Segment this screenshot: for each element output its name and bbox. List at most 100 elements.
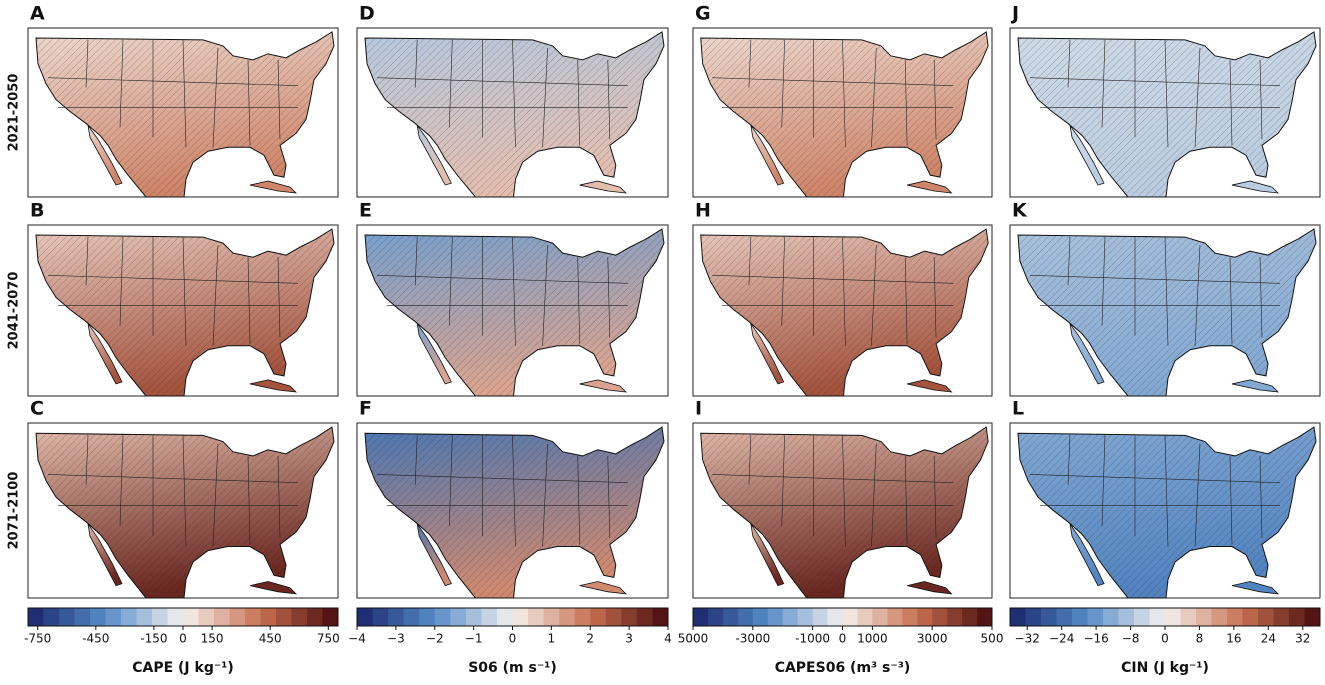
- land: [416, 125, 452, 186]
- colorbar-tick-label: 8: [1196, 632, 1204, 646]
- colorbar-segment: [1103, 608, 1119, 626]
- colorbar-segment: [1056, 608, 1073, 626]
- colorbar-segment: [465, 608, 482, 626]
- land: [1069, 125, 1105, 186]
- colorbar-segment: [1242, 608, 1259, 626]
- colorbar-segment: [1258, 608, 1274, 626]
- colorbar-tick-label: 3000: [917, 632, 948, 646]
- colorbar-tick-label: -750: [24, 632, 51, 646]
- colorbar-segment: [59, 608, 75, 626]
- colorbar-segment: [1227, 608, 1243, 626]
- row-label: 2021-2050: [7, 74, 22, 152]
- map: [364, 31, 665, 198]
- panel-letter: J: [1010, 3, 1019, 25]
- colorbar-segment: [90, 608, 106, 626]
- colorbar-tick-label: 450: [259, 632, 282, 646]
- state-lines: [377, 237, 628, 346]
- colorbar-tick-label: 0: [839, 632, 847, 646]
- panel-letter: C: [30, 398, 44, 420]
- map: [1017, 31, 1317, 198]
- colorbar-segment: [528, 608, 545, 626]
- colorbar-segment: [1072, 608, 1088, 626]
- state-lines: [712, 237, 954, 346]
- colorbar-tick-label: 3: [625, 632, 633, 646]
- colorbar-segment: [812, 608, 829, 626]
- state-lines: [377, 435, 628, 547]
- state-lines: [712, 435, 954, 547]
- colorbar-segment: [1273, 608, 1290, 626]
- colorbar-tick-label: 0: [1161, 632, 1169, 646]
- land: [416, 323, 452, 385]
- state-lines: [1029, 237, 1281, 346]
- colorbar-segment: [105, 608, 122, 626]
- colorbar-segment: [605, 608, 622, 626]
- colorbar-segment: [1289, 608, 1305, 626]
- colorbar-segment: [752, 608, 769, 626]
- colorbar-segment: [1165, 608, 1181, 626]
- colorbar-segment: [1180, 608, 1197, 626]
- colorbar-segment: [388, 608, 405, 626]
- colorbar-segment: [167, 608, 184, 626]
- colorbar-segment: [574, 608, 591, 626]
- colorbar-segment: [496, 608, 513, 626]
- panel-letter: L: [1012, 398, 1024, 420]
- colorbar-tick-label: 5000: [678, 632, 709, 646]
- island: [579, 180, 627, 194]
- island: [1231, 180, 1280, 194]
- panel-letter: F: [359, 398, 372, 420]
- colorbar-segment: [1196, 608, 1212, 626]
- colorbar-segment: [590, 608, 607, 626]
- colorbar-tick-label: 1000: [857, 632, 888, 646]
- colorbar-tick-label: −3: [387, 632, 405, 646]
- panel-letter: A: [30, 3, 45, 25]
- colorbar-segment: [419, 608, 436, 626]
- state-lines: [47, 435, 299, 547]
- map: [364, 228, 665, 397]
- colorbar-segment: [74, 608, 91, 626]
- colorbar-segment: [977, 608, 993, 626]
- colorbar-segment: [693, 608, 709, 626]
- island: [1231, 581, 1280, 595]
- panel-letter: I: [695, 398, 702, 420]
- colorbar-tick-label: 24: [1261, 632, 1276, 646]
- colorbar-segment: [1211, 608, 1228, 626]
- colorbar-tick-label: 0: [179, 632, 187, 646]
- colorbar-segment: [198, 608, 215, 626]
- colorbar-segment: [1304, 608, 1321, 626]
- panel-letter: E: [359, 200, 372, 222]
- colorbar-segment: [872, 608, 888, 626]
- colorbar-segment: [621, 608, 638, 626]
- colorbar-title: S06 (m s⁻¹): [468, 660, 557, 676]
- land: [87, 323, 123, 385]
- colorbar-segment: [121, 608, 137, 626]
- map: [35, 31, 335, 198]
- colorbar-tick-label: 750: [317, 632, 340, 646]
- state-lines: [712, 39, 954, 148]
- colorbar-segment: [276, 608, 292, 626]
- colorbar-segment: [962, 608, 978, 626]
- map: [700, 228, 989, 397]
- island: [907, 180, 953, 194]
- colorbar-segment: [43, 608, 60, 626]
- state-lines: [47, 39, 299, 148]
- land: [750, 323, 785, 385]
- row-label: 2041-2070: [7, 272, 22, 350]
- map: [364, 426, 665, 599]
- colorbar-segment: [652, 608, 669, 626]
- map: [700, 426, 989, 599]
- colorbar-segment: [1149, 608, 1166, 626]
- land: [416, 523, 452, 587]
- colorbar-tick-label: 16: [1226, 632, 1241, 646]
- colorbar-segment: [543, 608, 560, 626]
- colorbar-segment: [559, 608, 576, 626]
- colorbar-segment: [322, 608, 339, 626]
- map: [1017, 228, 1317, 397]
- land: [87, 125, 123, 186]
- panel-letter: H: [695, 200, 711, 222]
- colorbar-tick-label: 4: [664, 632, 672, 646]
- state-lines: [1029, 435, 1281, 547]
- colorbar-tick-label: 1: [548, 632, 556, 646]
- colorbar-segment: [481, 608, 498, 626]
- colorbar-segment: [1134, 608, 1150, 626]
